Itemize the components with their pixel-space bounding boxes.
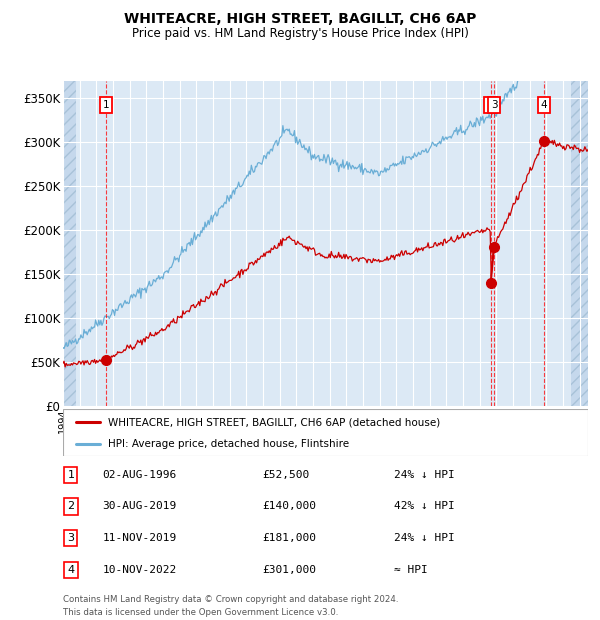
Text: 2: 2 [487,100,494,110]
Text: £140,000: £140,000 [263,502,317,512]
Text: £181,000: £181,000 [263,533,317,543]
Text: 02-AUG-1996: 02-AUG-1996 [103,470,176,480]
Text: Contains HM Land Registry data © Crown copyright and database right 2024.
This d: Contains HM Land Registry data © Crown c… [63,595,398,617]
Text: 2: 2 [67,502,74,512]
Text: WHITEACRE, HIGH STREET, BAGILLT, CH6 6AP (detached house): WHITEACRE, HIGH STREET, BAGILLT, CH6 6AP… [107,417,440,427]
Text: 3: 3 [491,100,497,110]
FancyBboxPatch shape [63,409,588,456]
Text: 42% ↓ HPI: 42% ↓ HPI [394,502,455,512]
Text: Price paid vs. HM Land Registry's House Price Index (HPI): Price paid vs. HM Land Registry's House … [131,27,469,40]
Text: £301,000: £301,000 [263,565,317,575]
Text: 11-NOV-2019: 11-NOV-2019 [103,533,176,543]
Text: WHITEACRE, HIGH STREET, BAGILLT, CH6 6AP: WHITEACRE, HIGH STREET, BAGILLT, CH6 6AP [124,12,476,27]
Text: 30-AUG-2019: 30-AUG-2019 [103,502,176,512]
Text: 1: 1 [67,470,74,480]
Text: 24% ↓ HPI: 24% ↓ HPI [394,470,455,480]
Text: 3: 3 [67,533,74,543]
Text: ≈ HPI: ≈ HPI [394,565,427,575]
Text: 4: 4 [541,100,547,110]
Text: 1: 1 [103,100,109,110]
Text: 24% ↓ HPI: 24% ↓ HPI [394,533,455,543]
Text: HPI: Average price, detached house, Flintshire: HPI: Average price, detached house, Flin… [107,439,349,449]
Text: 10-NOV-2022: 10-NOV-2022 [103,565,176,575]
Text: 4: 4 [67,565,74,575]
Text: £52,500: £52,500 [263,470,310,480]
